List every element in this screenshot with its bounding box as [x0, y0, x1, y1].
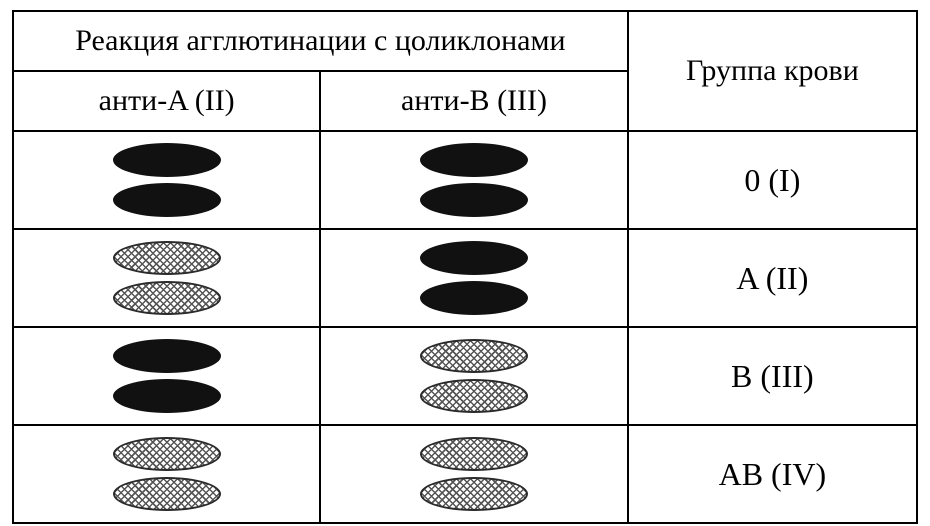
solid-ellipse-icon [420, 183, 528, 217]
blood-group-cell: 0 (I) [628, 131, 917, 229]
reaction-cell [320, 131, 627, 229]
solid-ellipse-icon [113, 183, 221, 217]
reaction-cell [320, 327, 627, 425]
hatched-ellipse-icon [113, 241, 221, 275]
hatched-ellipse-icon [420, 379, 528, 413]
table-row: AB (IV) [13, 425, 917, 523]
blood-group-cell: AB (IV) [628, 425, 917, 523]
solid-ellipse-icon [113, 379, 221, 413]
ellipse-stack [14, 230, 319, 326]
ellipse-stack [14, 328, 319, 424]
solid-ellipse-icon [113, 143, 221, 177]
header-group-title: Группа крови [628, 11, 917, 131]
table-body: 0 (I)A (II)B (III)AB (IV) [13, 131, 917, 523]
reaction-cell [320, 425, 627, 523]
solid-ellipse-icon [420, 281, 528, 315]
table-row: A (II) [13, 229, 917, 327]
blood-group-cell: A (II) [628, 229, 917, 327]
table-row: 0 (I) [13, 131, 917, 229]
header-anti-b: анти-B (III) [320, 71, 627, 131]
blood-group-cell: B (III) [628, 327, 917, 425]
blood-type-table-container: Реакция агглютинации с цоликлонами Групп… [0, 0, 930, 526]
hatched-ellipse-icon [420, 339, 528, 373]
hatched-ellipse-icon [113, 281, 221, 315]
ellipse-stack [321, 230, 626, 326]
ellipse-stack [321, 132, 626, 228]
reaction-cell [13, 425, 320, 523]
table-row: B (III) [13, 327, 917, 425]
hatched-ellipse-icon [420, 437, 528, 471]
hatched-ellipse-icon [420, 477, 528, 511]
reaction-cell [13, 229, 320, 327]
solid-ellipse-icon [113, 339, 221, 373]
reaction-cell [13, 327, 320, 425]
hatched-ellipse-icon [113, 437, 221, 471]
hatched-ellipse-icon [113, 477, 221, 511]
reaction-cell [320, 229, 627, 327]
ellipse-stack [14, 426, 319, 522]
header-anti-a: анти-A (II) [13, 71, 320, 131]
header-reaction-title: Реакция агглютинации с цоликлонами [13, 11, 628, 71]
ellipse-stack [321, 426, 626, 522]
solid-ellipse-icon [420, 143, 528, 177]
ellipse-stack [321, 328, 626, 424]
ellipse-stack [14, 132, 319, 228]
blood-type-table: Реакция агглютинации с цоликлонами Групп… [12, 10, 918, 524]
solid-ellipse-icon [420, 241, 528, 275]
reaction-cell [13, 131, 320, 229]
